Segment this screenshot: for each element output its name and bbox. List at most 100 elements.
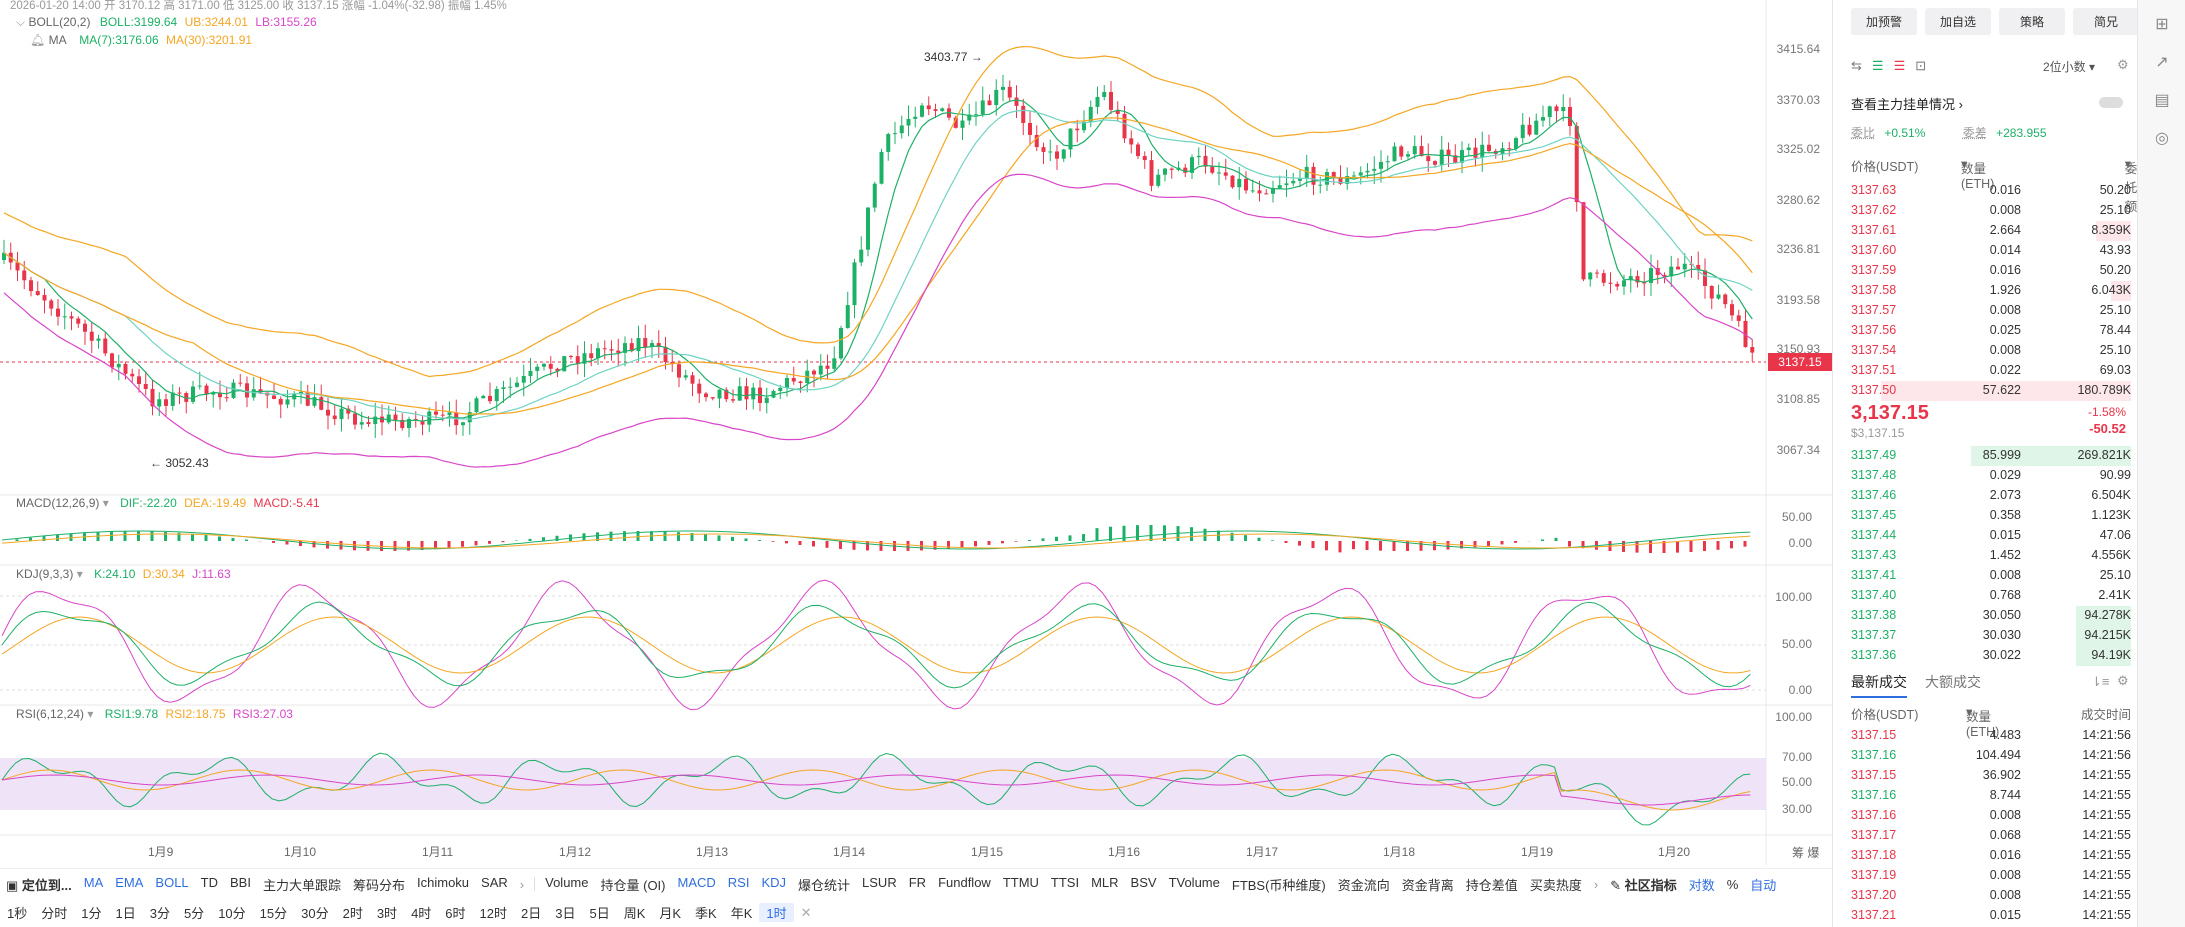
percent-scale-button[interactable]: % [1721,877,1745,892]
timeframe-option[interactable]: 季K [688,903,724,922]
indicator-item[interactable]: TVolume [1163,875,1226,894]
both-sides-icon[interactable]: ⇆ [1851,58,1862,74]
chart-icon[interactable]: ▤ [2150,90,2174,114]
indicator-item[interactable]: BBI [224,875,257,894]
indicator-item[interactable]: 爆仓统计 [792,875,856,894]
timeframe-option[interactable]: 5分 [177,903,211,922]
indicator-item[interactable]: MACD [672,875,722,894]
bid-row[interactable]: 3137.41 0.008 25.10 [1851,566,2131,586]
trend-icon[interactable]: ↗ [2150,52,2174,76]
ask-row[interactable]: 3137.60 0.014 43.93 [1851,241,2131,261]
timeframe-option[interactable]: 10分 [211,903,252,922]
timeframe-option[interactable]: 15分 [253,903,294,922]
timeframe-option[interactable]: 3时 [370,903,404,922]
bid-row[interactable]: 3137.43 1.452 4.556K [1851,546,2131,566]
indicator-item[interactable]: Ichimoku [411,875,475,894]
timeframe-option[interactable]: 1分 [74,903,108,922]
ask-row[interactable]: 3137.56 0.025 78.44 [1851,321,2131,341]
log-scale-button[interactable]: 对数 [1683,875,1721,894]
indicator-item[interactable]: 资金流向 [1332,875,1396,894]
asks-only-icon[interactable]: ☰ [1894,58,1906,74]
main-orders-toggle[interactable] [2099,97,2123,108]
tab-large-trades[interactable]: 大额成交 [1925,672,1981,698]
ask-row[interactable]: 3137.62 0.008 25.10 [1851,201,2131,221]
indicator-item[interactable]: MLR [1085,875,1124,894]
indicator-item[interactable]: EMA [109,875,149,894]
brief-button[interactable]: 简兄 [2073,8,2139,35]
indicator-item[interactable]: KDJ [755,875,792,894]
main-orders-link[interactable]: 查看主力挂单情况 › [1851,94,1963,113]
ask-row[interactable]: 3137.59 0.016 50.20 [1851,261,2131,281]
ask-row[interactable]: 3137.61 2.664 8.359K [1851,221,2131,241]
bid-row[interactable]: 3137.40 0.768 2.41K [1851,586,2131,606]
indicator-item[interactable]: 筹码分布 [347,875,411,894]
chart-area[interactable]: 2026-01-20 14:00 开 3170.12 高 3171.00 低 3… [0,0,1832,927]
ask-row[interactable]: 3137.63 0.016 50.20 [1851,181,2131,201]
timeframe-option[interactable]: 12时 [473,903,514,922]
timeframe-option[interactable]: 6时 [438,903,472,922]
timeframe-option[interactable]: 4时 [404,903,438,922]
strategy-button[interactable]: 策略 [1999,8,2065,35]
bid-row[interactable]: 3137.36 30.022 94.19K [1851,646,2131,666]
trades-settings-icon[interactable]: ⚙ [2117,673,2129,689]
indicator-item[interactable]: 买卖热度 [1524,875,1588,894]
indicator-item[interactable]: TTSI [1045,875,1085,894]
bid-row[interactable]: 3137.49 85.999 269.821K [1851,446,2131,466]
coin-icon[interactable]: ◎ [2150,128,2174,152]
chevron-right-icon[interactable]: › [514,877,530,892]
add-favorite-button[interactable]: 加自选 [1925,8,1991,35]
bid-row[interactable]: 3137.38 30.050 94.278K [1851,606,2131,626]
indicator-item[interactable]: TTMU [997,875,1045,894]
bid-row[interactable]: 3137.46 2.073 6.504K [1851,486,2131,506]
bid-row[interactable]: 3137.48 0.029 90.99 [1851,466,2131,486]
community-indicators-button[interactable]: ✎ 社区指标 [1604,875,1683,894]
ask-row[interactable]: 3137.50 57.622 180.789K [1851,381,2131,401]
timeframe-option[interactable]: 2时 [336,903,370,922]
settings-icon[interactable]: ⚙ [2117,57,2129,73]
add-alert-button[interactable]: 加预警 [1851,8,1917,35]
timeframe-option[interactable]: 年K [724,903,760,922]
timeframe-option[interactable]: 30分 [294,903,335,922]
indicator-item[interactable]: BSV [1125,875,1163,894]
timeframe-option[interactable]: 分时 [34,903,74,922]
ask-row[interactable]: 3137.57 0.008 25.10 [1851,301,2131,321]
indicator-item[interactable]: Volume [539,875,594,894]
timeframe-option[interactable]: 3分 [143,903,177,922]
timeframe-option[interactable]: 3日 [548,903,582,922]
indicator-item[interactable]: FTBS(币种维度) [1226,875,1332,894]
timeframe-option[interactable]: 2日 [514,903,548,922]
goto-button[interactable]: ▣ 定位到... [0,875,78,894]
precision-select[interactable]: 2位小数 ▾ [2043,58,2095,75]
indicator-item[interactable]: 持仓差值 [1460,875,1524,894]
indicator-item[interactable]: LSUR [856,875,903,894]
timeframe-option[interactable]: 周K [617,903,653,922]
indicator-item[interactable]: 资金背离 [1396,875,1460,894]
timeframe-option[interactable]: 5日 [582,903,616,922]
indicator-item[interactable]: BOLL [149,875,194,894]
indicator-item[interactable]: MA [78,875,110,894]
kline-chart[interactable] [0,0,1832,868]
ask-row[interactable]: 3137.58 1.926 6.043K [1851,281,2131,301]
bid-row[interactable]: 3137.45 0.358 1.123K [1851,506,2131,526]
auto-scale-button[interactable]: 自动 [1744,875,1782,894]
bids-only-icon[interactable]: ☰ [1872,58,1884,74]
depth-icon[interactable]: ⊡ [1915,58,1926,74]
trades-qty-sort[interactable]: 数量(ETH) ▾ [1966,704,1972,719]
ask-row[interactable]: 3137.54 0.008 25.10 [1851,341,2131,361]
timeframe-option[interactable]: 月K [652,903,688,922]
bid-row[interactable]: 3137.37 30.030 94.215K [1851,626,2131,646]
timeframe-option[interactable]: 1秒 [0,903,34,922]
indicator-item[interactable]: SAR [475,875,514,894]
bid-row[interactable]: 3137.44 0.015 47.06 [1851,526,2131,546]
tab-latest-trades[interactable]: 最新成交 [1851,672,1907,698]
indicator-item[interactable]: RSI [722,875,756,894]
timeframe-option[interactable]: 1日 [108,903,142,922]
wallet-icon[interactable]: ⊞ [2150,14,2174,38]
indicator-item[interactable]: FR [903,875,932,894]
timeframe-option[interactable]: 1时 [759,903,793,922]
chevron-right-icon-2[interactable]: › [1588,877,1604,892]
total-sort[interactable]: 委托额 ▾ [2125,156,2131,171]
filter-icon[interactable]: ⇂≡ [2091,674,2109,690]
close-icon[interactable]: ✕ [794,905,819,921]
ask-row[interactable]: 3137.51 0.022 69.03 [1851,361,2131,381]
